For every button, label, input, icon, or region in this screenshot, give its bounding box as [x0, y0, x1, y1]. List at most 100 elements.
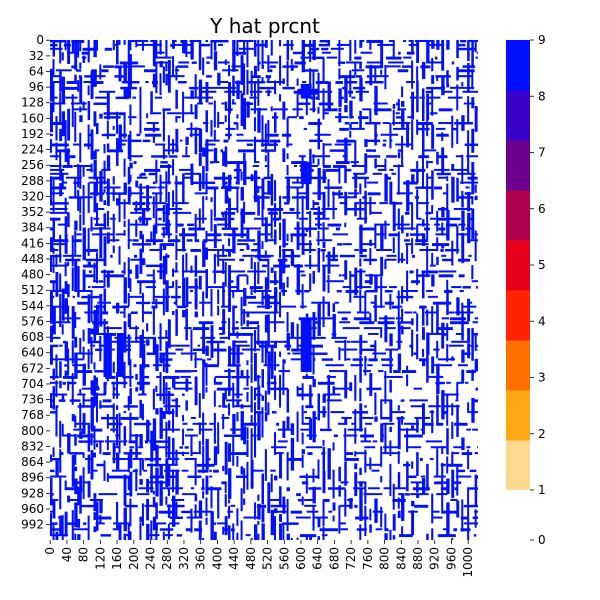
heatmap-cell [82, 165, 85, 177]
heatmap-cell [475, 108, 478, 111]
heatmap-cell [332, 313, 336, 339]
heatmap-cell [212, 270, 226, 273]
heatmap-cell [200, 336, 216, 339]
heatmap-cell [369, 457, 372, 470]
heatmap-cell [138, 186, 157, 189]
heatmap-cell [338, 40, 341, 67]
heatmap-cell [90, 433, 93, 446]
heatmap-cell [286, 165, 289, 176]
heatmap-cell [122, 65, 128, 68]
heatmap-cell [261, 395, 264, 401]
heatmap-cell [216, 387, 235, 391]
heatmap-cell [246, 245, 250, 250]
heatmap-cell [369, 196, 372, 215]
heatmap-cell [153, 457, 162, 461]
heatmap-cell [67, 261, 70, 267]
heatmap-cell [462, 286, 471, 289]
heatmap-cell [416, 223, 430, 226]
heatmap-cell [153, 340, 157, 344]
heatmap-cell [90, 290, 93, 323]
heatmap-cell [50, 186, 67, 190]
heatmap-cell [351, 422, 356, 425]
heatmap-cell [136, 280, 156, 284]
heatmap-cell [172, 139, 175, 154]
heatmap-cell [267, 120, 270, 145]
heatmap-cell [125, 534, 132, 537]
heatmap-cell [74, 434, 77, 446]
heatmap-cell [373, 102, 388, 105]
heatmap-cell [469, 411, 478, 414]
heatmap-cell [270, 474, 273, 493]
heatmap-cell [286, 61, 289, 87]
x-tick-label: 360 [194, 547, 208, 570]
heatmap-cell [119, 344, 132, 347]
heatmap-cell [312, 155, 331, 158]
heatmap-cell [125, 475, 130, 479]
heatmap-cell [194, 255, 198, 277]
heatmap-cell [82, 363, 86, 386]
heatmap-cell [284, 176, 302, 179]
heatmap-cell [134, 254, 137, 258]
heatmap-cell [437, 176, 447, 179]
heatmap-cell [185, 146, 188, 158]
heatmap-cell [106, 120, 109, 140]
heatmap-cell [74, 422, 91, 425]
heatmap-cell [425, 90, 433, 94]
heatmap-cell [467, 328, 471, 343]
heatmap-cell [162, 66, 165, 83]
heatmap-cell [95, 252, 98, 284]
heatmap-cell [236, 275, 240, 292]
heatmap-cell [474, 510, 478, 513]
heatmap-cell [368, 487, 380, 490]
heatmap-cell [359, 183, 362, 195]
heatmap-cell [364, 178, 367, 188]
heatmap-cell [441, 132, 444, 142]
x-tick-label: 0 [43, 547, 57, 555]
heatmap-cell [392, 498, 406, 502]
heatmap-cell [240, 488, 243, 512]
heatmap-cell [474, 230, 477, 262]
heatmap-cell [172, 381, 192, 384]
heatmap-cell [312, 321, 321, 324]
heatmap-cell [190, 416, 196, 419]
heatmap-cell [452, 452, 460, 455]
heatmap-cell [266, 381, 271, 385]
heatmap-cell [135, 373, 138, 380]
heatmap-cell [136, 43, 154, 46]
heatmap-cell [52, 281, 55, 292]
heatmap-cell [55, 69, 72, 72]
heatmap-cell [264, 155, 267, 162]
heatmap-cell [173, 301, 177, 305]
heatmap-cell [327, 223, 342, 227]
heatmap-cell [205, 438, 209, 470]
heatmap-cell [322, 526, 325, 540]
heatmap-cell [50, 102, 66, 105]
heatmap-cell [309, 68, 312, 86]
heatmap-cell [95, 96, 109, 99]
heatmap-cell [152, 134, 155, 144]
heatmap-cell [296, 186, 299, 220]
heatmap-cell [165, 382, 168, 414]
heatmap-cell [354, 56, 362, 60]
heatmap-cell [416, 189, 419, 220]
heatmap-cell [416, 66, 419, 81]
heatmap-cell [103, 269, 106, 288]
heatmap-cell [230, 528, 235, 532]
heatmap-cell [330, 47, 344, 50]
heatmap-cell [79, 115, 83, 123]
heatmap-cell [321, 47, 329, 51]
heatmap-cell [450, 86, 469, 89]
heatmap-cell [388, 286, 397, 289]
heatmap-cell [314, 202, 320, 206]
heatmap-cell [123, 426, 127, 446]
heatmap-cell [59, 449, 62, 473]
heatmap-cell [296, 537, 299, 540]
heatmap-cell [282, 363, 285, 395]
heatmap-cell [213, 413, 216, 444]
heatmap-cell [118, 133, 127, 137]
heatmap-cell [325, 364, 344, 367]
heatmap-cell [146, 478, 150, 493]
heatmap-cell [205, 457, 211, 461]
heatmap-cell [384, 513, 387, 530]
heatmap-cell [332, 165, 346, 168]
